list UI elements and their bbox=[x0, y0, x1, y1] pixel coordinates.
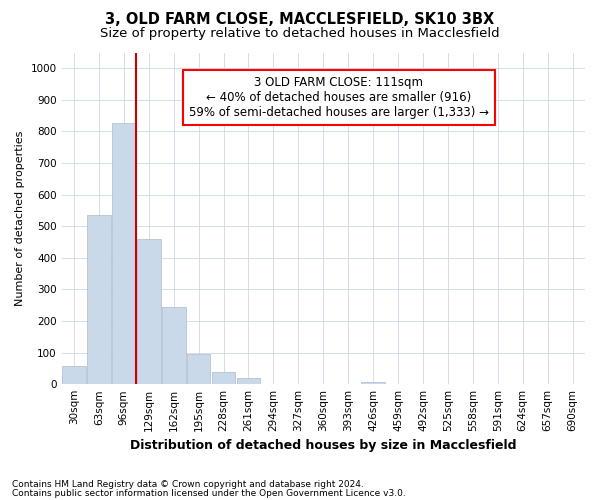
Bar bbox=[187, 354, 211, 384]
Text: 3 OLD FARM CLOSE: 111sqm
← 40% of detached houses are smaller (916)
59% of semi-: 3 OLD FARM CLOSE: 111sqm ← 40% of detach… bbox=[189, 76, 489, 118]
Text: 3, OLD FARM CLOSE, MACCLESFIELD, SK10 3BX: 3, OLD FARM CLOSE, MACCLESFIELD, SK10 3B… bbox=[106, 12, 494, 28]
Bar bbox=[137, 239, 161, 384]
X-axis label: Distribution of detached houses by size in Macclesfield: Distribution of detached houses by size … bbox=[130, 440, 517, 452]
Bar bbox=[87, 215, 111, 384]
Bar bbox=[112, 122, 136, 384]
Text: Contains HM Land Registry data © Crown copyright and database right 2024.: Contains HM Land Registry data © Crown c… bbox=[12, 480, 364, 489]
Bar bbox=[62, 366, 86, 384]
Bar bbox=[162, 307, 185, 384]
Bar bbox=[361, 382, 385, 384]
Text: Size of property relative to detached houses in Macclesfield: Size of property relative to detached ho… bbox=[100, 28, 500, 40]
Text: Contains public sector information licensed under the Open Government Licence v3: Contains public sector information licen… bbox=[12, 489, 406, 498]
Bar bbox=[236, 378, 260, 384]
Bar bbox=[212, 372, 235, 384]
Y-axis label: Number of detached properties: Number of detached properties bbox=[15, 130, 25, 306]
